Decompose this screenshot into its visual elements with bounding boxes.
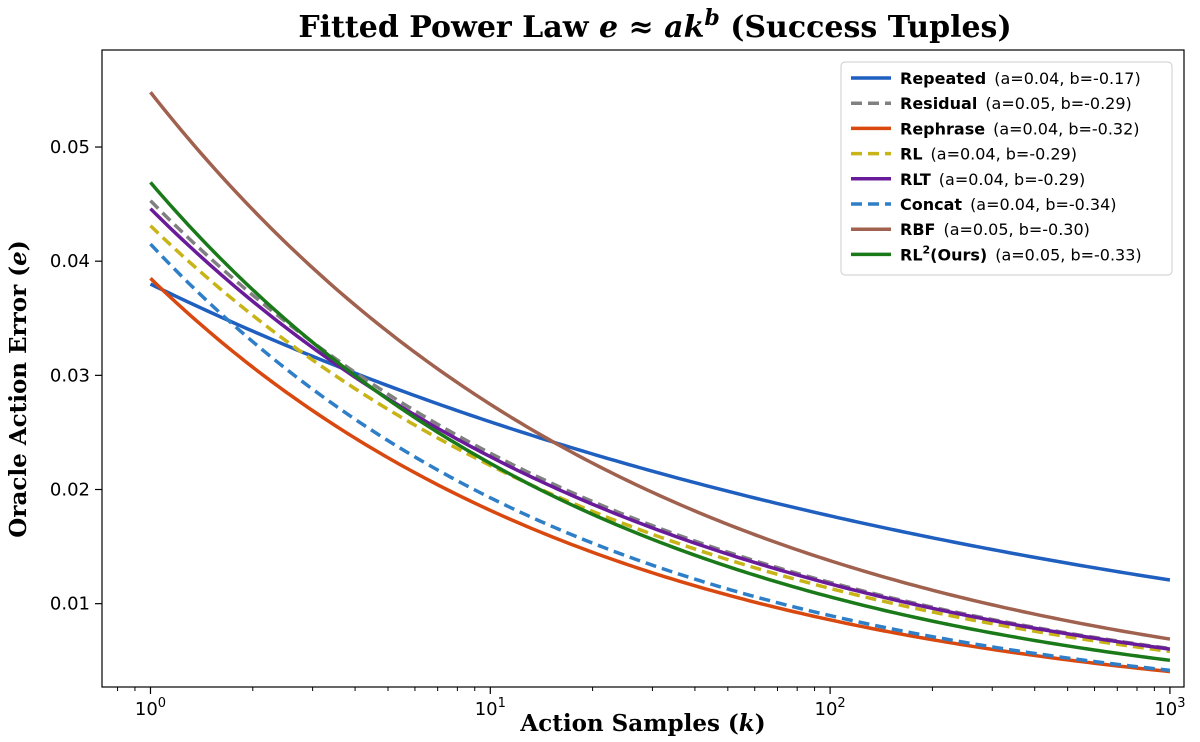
- y-tick-label: 0.02: [50, 480, 90, 501]
- series-layer: [149, 91, 1171, 674]
- title-prefix: Fitted Power Law: [298, 10, 599, 45]
- y-axis-label-var: e: [5, 251, 32, 266]
- series-line-repeated: [149, 282, 1171, 582]
- title-math-ak: ak: [664, 10, 704, 45]
- series-line-concat: [149, 242, 1171, 673]
- legend-label: Repeated (a=0.04, b=-0.17): [900, 69, 1141, 88]
- x-axis-ticks: 100 101 102 103: [117, 687, 1186, 720]
- x-tick-label: 103: [1154, 696, 1185, 720]
- legend-label: Residual (a=0.05, b=-0.29): [900, 94, 1132, 113]
- y-axis-label: Oracle Action Error (e): [5, 240, 32, 537]
- x-axis-label-close: ): [755, 710, 766, 737]
- legend-label: RBF (a=0.05, b=-0.30): [900, 220, 1090, 239]
- legend-label: RLT (a=0.04, b=-0.29): [900, 170, 1085, 189]
- title-math-sup: b: [704, 5, 719, 31]
- y-tick-label: 0.01: [50, 594, 90, 615]
- chart-title: Fitted Power Law e ≈ akb (Success Tuples…: [298, 5, 1011, 45]
- legend-item: RL2(Ours) (a=0.05, b=-0.33): [851, 243, 1142, 264]
- y-axis-label-close: ): [5, 240, 32, 251]
- x-axis-label: Action Samples (k): [519, 710, 765, 737]
- legend-item: RL (a=0.04, b=-0.29): [851, 145, 1077, 164]
- legend-item: RBF (a=0.05, b=-0.30): [851, 220, 1090, 239]
- title-math-e: e: [599, 10, 618, 45]
- plot-frame: [101, 49, 1185, 688]
- series-line-rl: [149, 224, 1171, 654]
- y-tick-label: 0.03: [50, 365, 90, 386]
- y-axis-label-text: Oracle Action Error (: [5, 266, 32, 538]
- legend-label: RL2(Ours) (a=0.05, b=-0.33): [900, 243, 1142, 264]
- x-axis-label-var: k: [739, 710, 755, 737]
- legend-item: RLT (a=0.04, b=-0.29): [851, 170, 1085, 189]
- y-tick-label: 0.04: [50, 251, 90, 272]
- y-tick-label: 0.05: [50, 137, 90, 158]
- x-tick-label: 100: [135, 696, 166, 720]
- series-line-rlt: [149, 207, 1171, 651]
- legend-label: RL (a=0.04, b=-0.29): [900, 145, 1077, 164]
- title-suffix: (Success Tuples): [720, 10, 1012, 45]
- legend-item: Concat (a=0.04, b=-0.34): [851, 195, 1117, 214]
- legend-item: Rephrase (a=0.04, b=-0.32): [851, 119, 1140, 138]
- legend: Repeated (a=0.04, b=-0.17) Residual (a=0.05…: [840, 61, 1173, 276]
- series-line-rl2: [149, 181, 1171, 663]
- x-tick-label: 101: [475, 696, 506, 720]
- legend-label: Concat (a=0.04, b=-0.34): [900, 195, 1117, 214]
- legend-item: Repeated (a=0.04, b=-0.17): [851, 69, 1141, 88]
- series-line-rephrase: [149, 277, 1171, 674]
- plot-area: 100 101 102 103 0.01 0.02 0.03 0.04 0.05: [50, 49, 1186, 720]
- x-tick-label: 102: [815, 696, 846, 720]
- title-approx: ≈: [618, 10, 664, 45]
- legend-label: Rephrase (a=0.04, b=-0.32): [900, 119, 1140, 138]
- x-axis-label-text: Action Samples (: [519, 710, 738, 737]
- y-axis-ticks: 0.01 0.02 0.03 0.04 0.05: [50, 137, 102, 615]
- legend-box: [840, 61, 1173, 276]
- series-line-rbf: [149, 91, 1171, 641]
- legend-item: Residual (a=0.05, b=-0.29): [851, 94, 1132, 113]
